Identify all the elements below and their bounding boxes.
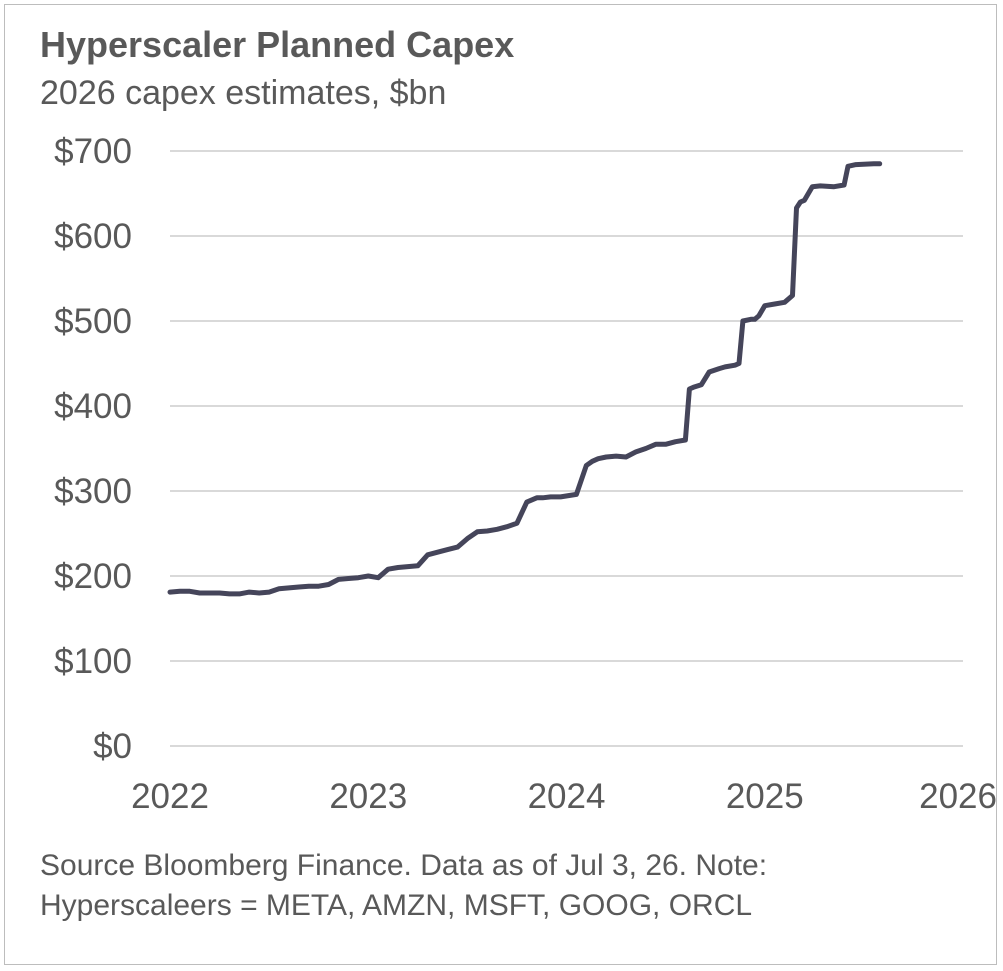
gridlines bbox=[170, 150, 963, 747]
chart-title: Hyperscaler Planned Capex bbox=[40, 24, 515, 65]
x-axis-ticks: 2022 2023 2024 2025 2026 bbox=[131, 777, 997, 816]
y-axis-ticks: $0 $100 $200 $300 $400 $500 $600 $700 bbox=[54, 132, 132, 766]
y-tick-label: $400 bbox=[54, 387, 132, 426]
x-tick-label: 2022 bbox=[131, 777, 209, 816]
y-tick-label: $200 bbox=[54, 557, 132, 596]
chart-frame bbox=[4, 4, 997, 965]
series-group bbox=[167, 161, 883, 597]
y-tick-label: $300 bbox=[54, 472, 132, 511]
y-tick-label: $0 bbox=[93, 727, 132, 766]
x-tick-label: 2025 bbox=[726, 777, 804, 816]
series-line bbox=[167, 161, 883, 597]
y-tick-label: $500 bbox=[54, 302, 132, 341]
source-line-1: Source Bloomberg Finance. Data as of Jul… bbox=[40, 849, 768, 882]
y-tick-label: $100 bbox=[54, 642, 132, 681]
source-note: Source Bloomberg Finance. Data as of Jul… bbox=[40, 846, 970, 926]
x-tick-label: 2026 bbox=[919, 777, 997, 816]
y-tick-label: $600 bbox=[54, 217, 132, 256]
x-tick-label: 2023 bbox=[329, 777, 407, 816]
source-line-2: Hyperscaleers = META, AMZN, MSFT, GOOG, … bbox=[40, 889, 753, 922]
x-tick-label: 2024 bbox=[528, 777, 606, 816]
chart-subtitle: 2026 capex estimates, $bn bbox=[40, 74, 447, 112]
y-tick-label: $700 bbox=[54, 132, 132, 171]
